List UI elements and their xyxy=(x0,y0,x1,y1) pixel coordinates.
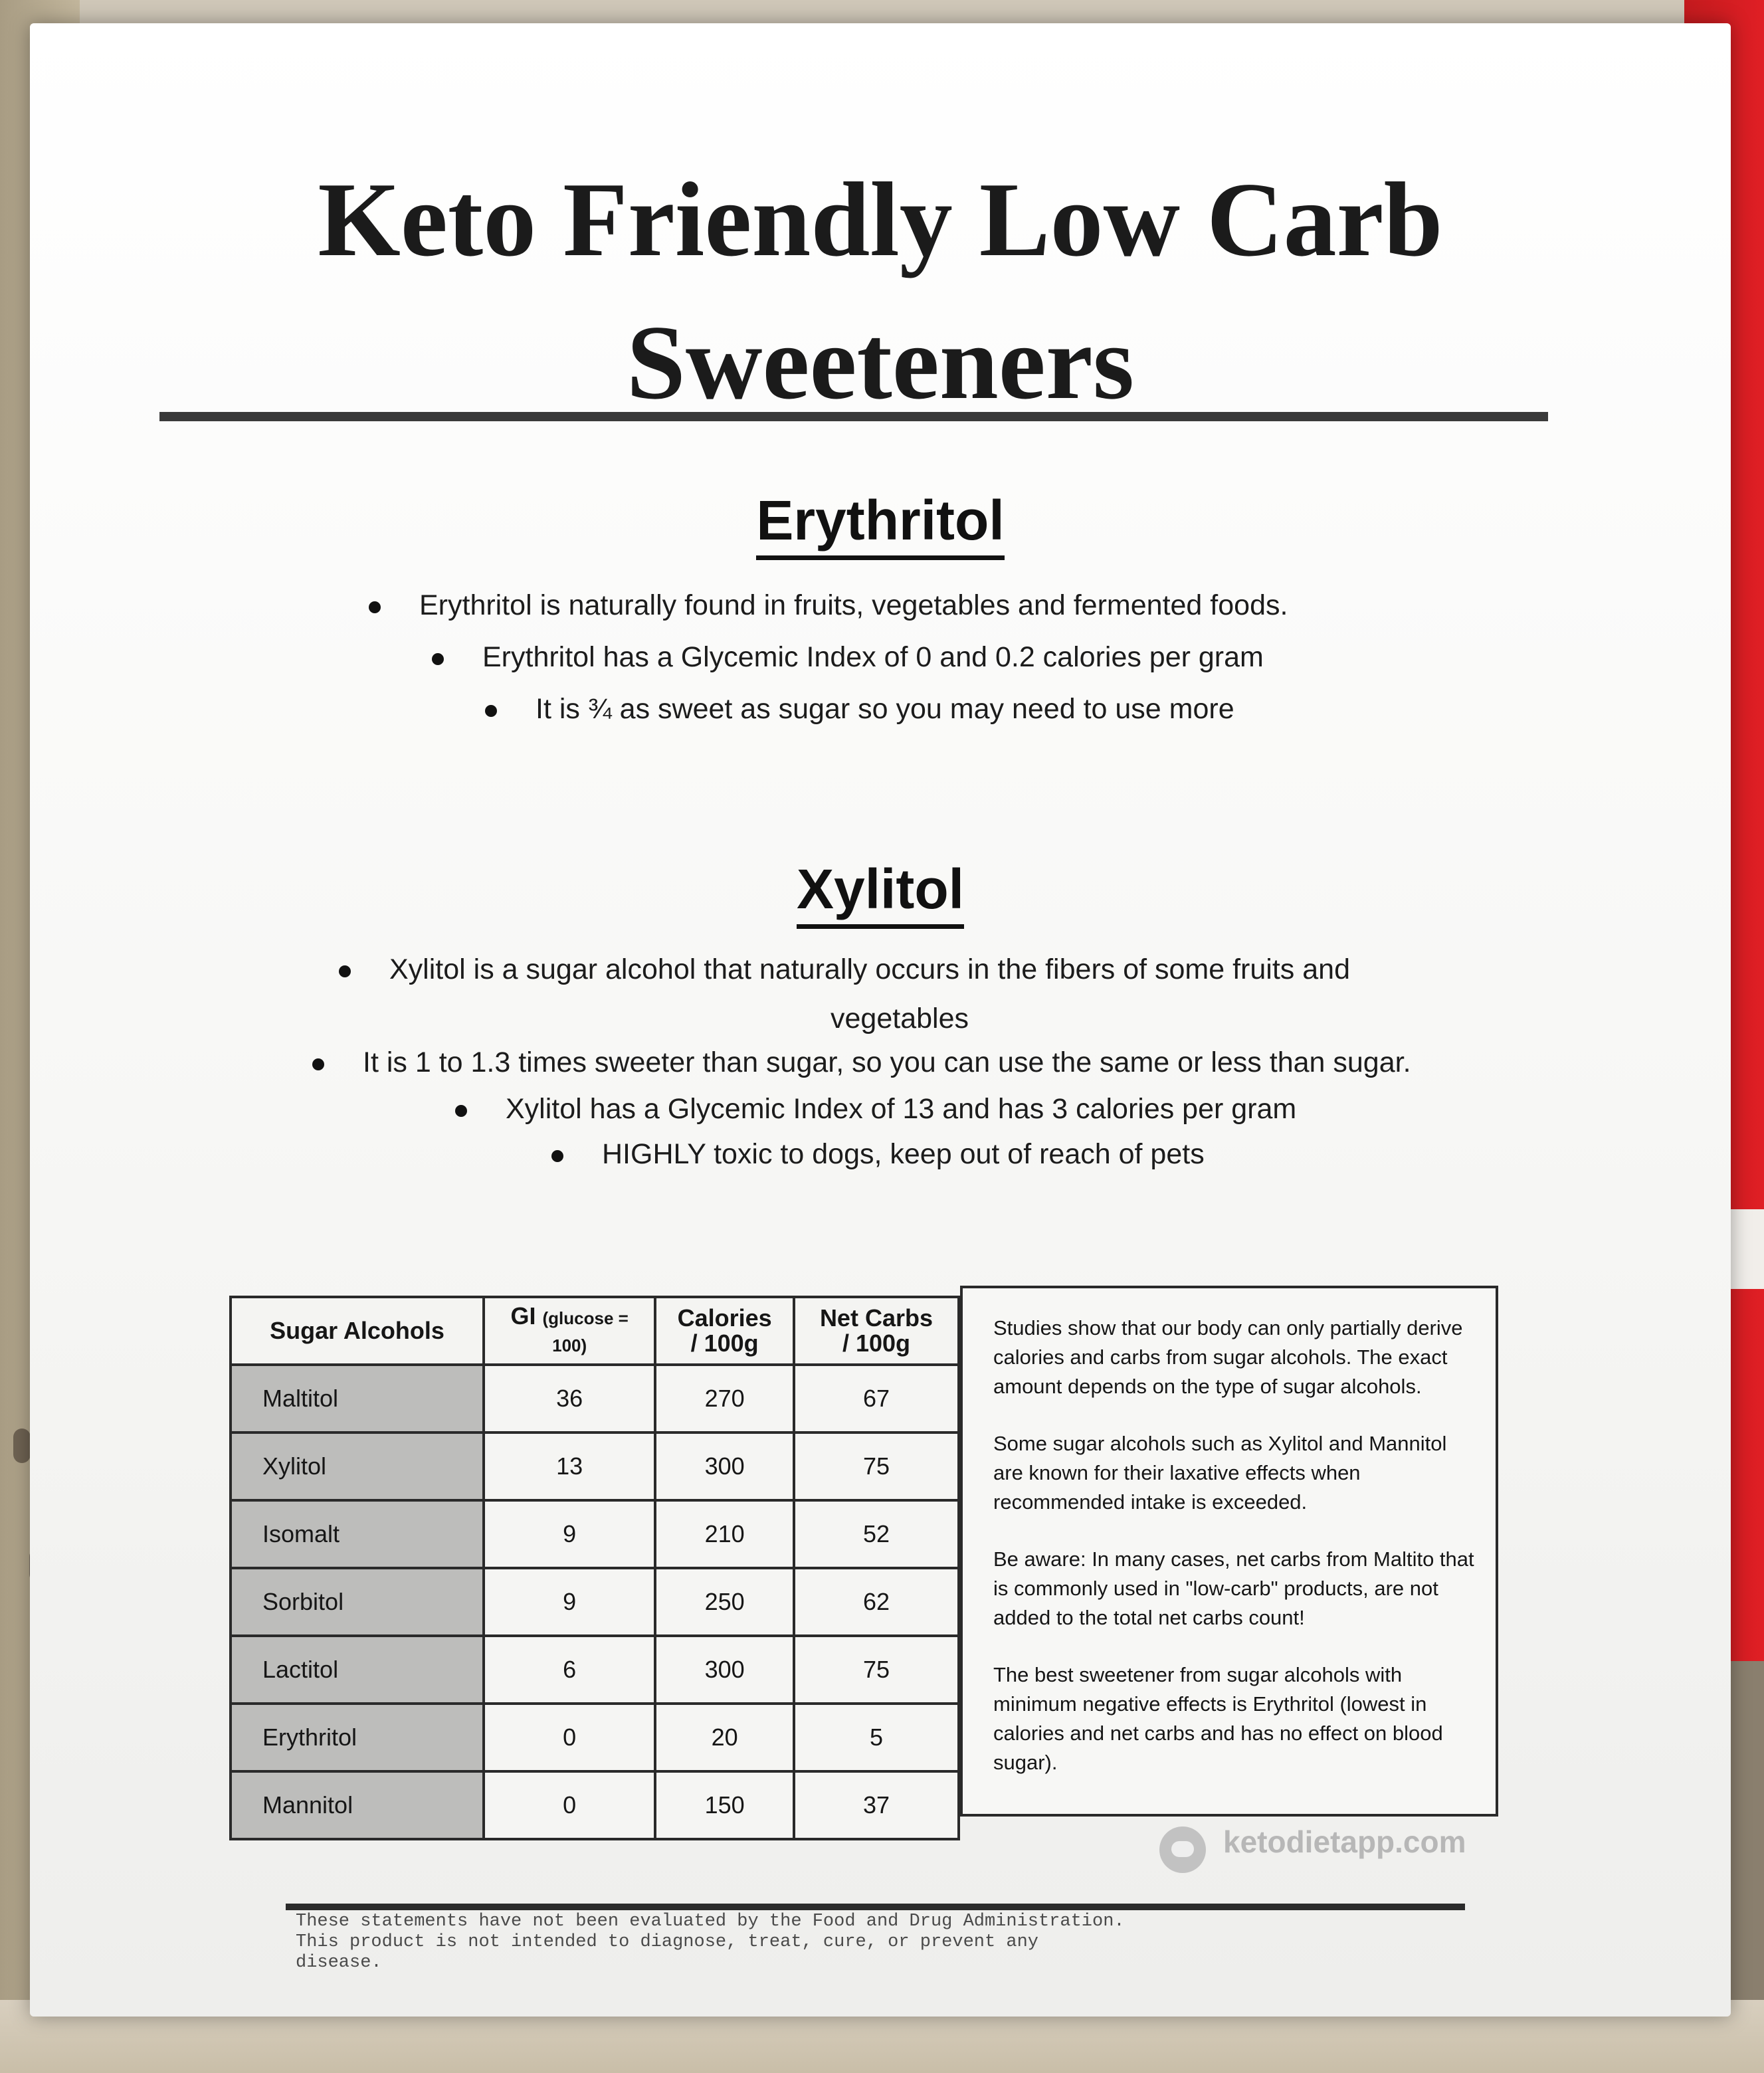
header-calories: Calories / 100g xyxy=(654,1296,795,1366)
sugar-alcohols-table: Sugar Alcohols GI (glucose = 100) Calori… xyxy=(229,1296,961,1840)
header-gi-note: (glucose = xyxy=(542,1308,629,1328)
bullet-text: vegetables xyxy=(831,1003,969,1035)
bullet-icon xyxy=(339,965,351,977)
cell-calories: 20 xyxy=(654,1702,795,1773)
header-calories-line1: Calories xyxy=(677,1304,772,1332)
bullet-icon xyxy=(369,601,381,613)
cell-name: Erythritol xyxy=(229,1702,485,1773)
cell-gi: 0 xyxy=(482,1702,657,1773)
cell-net-carbs: 67 xyxy=(792,1363,961,1434)
cell-name: Maltitol xyxy=(229,1363,485,1434)
bullet-text: Xylitol has a Glycemic Index of 13 and h… xyxy=(506,1093,1297,1125)
header-net-carbs-line2: / 100g xyxy=(842,1330,910,1357)
bullet-text: Erythritol has a Glycemic Index of 0 and… xyxy=(482,641,1264,673)
bullet-text: Erythritol is naturally found in fruits,… xyxy=(419,589,1288,621)
note-paragraph: Studies show that our body can only part… xyxy=(993,1316,1463,1398)
cell-name: Lactitol xyxy=(229,1634,485,1705)
table-row: Lactitol 6 300 75 xyxy=(229,1634,961,1705)
page-title-line1: Keto Friendly Low Carb xyxy=(318,160,1443,278)
note-paragraph: Some sugar alcohols such as Xylitol and … xyxy=(993,1432,1447,1514)
erythritol-bullet: It is ¾ as sweet as sugar so you may nee… xyxy=(485,693,1234,726)
cell-gi: 9 xyxy=(482,1499,657,1569)
table-row: Maltitol 36 270 67 xyxy=(229,1363,961,1434)
table-row: Isomalt 9 210 52 xyxy=(229,1499,961,1569)
cell-gi: 6 xyxy=(482,1634,657,1705)
bullet-icon xyxy=(551,1149,563,1162)
brand-name: ketodietapp.com xyxy=(1223,1825,1466,1859)
table-row: Xylitol 13 300 75 xyxy=(229,1431,961,1502)
cell-gi: 36 xyxy=(482,1363,657,1434)
header-gi-note-2: 100) xyxy=(552,1335,587,1355)
notes-box: Studies show that our body can only part… xyxy=(960,1286,1498,1817)
header-gi-main: GI xyxy=(510,1302,536,1330)
xylitol-bullet: It is 1 to 1.3 times sweeter than sugar,… xyxy=(312,1046,1411,1079)
table-row: Sorbitol 9 250 62 xyxy=(229,1567,961,1637)
cell-name: Xylitol xyxy=(229,1431,485,1502)
bullet-text: HIGHLY toxic to dogs, keep out of reach … xyxy=(602,1138,1205,1170)
page-title-line2: Sweeteners xyxy=(626,303,1135,421)
cell-net-carbs: 52 xyxy=(792,1499,961,1569)
note-paragraph: The best sweetener from sugar alcohols w… xyxy=(993,1663,1443,1774)
brand-logo-group: ketodietapp.com xyxy=(1159,1824,1505,1877)
table-row: Mannitol 0 150 37 xyxy=(229,1770,961,1840)
cell-net-carbs: 5 xyxy=(792,1702,961,1773)
cell-net-carbs: 75 xyxy=(792,1431,961,1502)
header-net-carbs-line1: Net Carbs xyxy=(819,1304,933,1332)
table-row: Erythritol 0 20 5 xyxy=(229,1702,961,1773)
erythritol-heading: Erythritol xyxy=(30,488,1731,560)
cell-net-carbs: 37 xyxy=(792,1770,961,1840)
header-gi: GI (glucose = 100) xyxy=(482,1296,657,1366)
erythritol-bullet: Erythritol is naturally found in fruits,… xyxy=(369,589,1288,622)
xylitol-heading: Xylitol xyxy=(30,857,1731,929)
header-sugar-alcohols: Sugar Alcohols xyxy=(229,1296,485,1366)
bullet-icon xyxy=(312,1058,324,1070)
bullet-text: Xylitol is a sugar alcohol that naturall… xyxy=(389,953,1350,985)
xylitol-bullet: Xylitol is a sugar alcohol that naturall… xyxy=(339,953,1350,986)
cell-name: Mannitol xyxy=(229,1770,485,1840)
erythritol-heading-text: Erythritol xyxy=(756,489,1005,560)
xylitol-bullet: HIGHLY toxic to dogs, keep out of reach … xyxy=(551,1138,1205,1171)
bullet-icon xyxy=(485,704,497,717)
bullet-icon xyxy=(455,1104,467,1117)
sign-sheet: Keto Friendly Low Carb Sweeteners Erythr… xyxy=(30,23,1731,2017)
header-calories-line2: / 100g xyxy=(690,1330,759,1357)
note-paragraph: Be aware: In many cases, net carbs from … xyxy=(993,1547,1474,1629)
cell-gi: 9 xyxy=(482,1567,657,1637)
xylitol-bullet: Xylitol has a Glycemic Index of 13 and h… xyxy=(455,1093,1296,1126)
cell-calories: 300 xyxy=(654,1431,795,1502)
cell-calories: 250 xyxy=(654,1567,795,1637)
pegboard-hole xyxy=(13,1429,31,1463)
title-divider xyxy=(159,412,1548,421)
fda-disclaimer: These statements have not been evaluated… xyxy=(296,1912,1125,1973)
cell-net-carbs: 75 xyxy=(792,1634,961,1705)
cell-name: Sorbitol xyxy=(229,1567,485,1637)
cell-net-carbs: 62 xyxy=(792,1567,961,1637)
sugar-alcohols-table-section: Sugar Alcohols GI (glucose = 100) Calori… xyxy=(229,1269,1505,1840)
bullet-text: It is ¾ as sweet as sugar so you may nee… xyxy=(536,693,1234,725)
cell-calories: 270 xyxy=(654,1363,795,1434)
background-shelf-top xyxy=(0,0,1764,27)
bullet-icon xyxy=(432,652,444,665)
header-net-carbs: Net Carbs / 100g xyxy=(792,1296,961,1366)
cell-calories: 150 xyxy=(654,1770,795,1840)
erythritol-bullet: Erythritol has a Glycemic Index of 0 and… xyxy=(432,641,1264,674)
bullet-text: It is 1 to 1.3 times sweeter than sugar,… xyxy=(363,1046,1411,1078)
brand-logo-icon xyxy=(1159,1826,1206,1873)
cell-gi: 0 xyxy=(482,1770,657,1840)
cell-name: Isomalt xyxy=(229,1499,485,1569)
xylitol-bullet-continuation: vegetables xyxy=(831,1003,969,1035)
table-header-row: Sugar Alcohols GI (glucose = 100) Calori… xyxy=(229,1296,961,1366)
footer-divider xyxy=(286,1904,1465,1910)
cell-gi: 13 xyxy=(482,1431,657,1502)
cell-calories: 210 xyxy=(654,1499,795,1569)
xylitol-heading-text: Xylitol xyxy=(796,858,965,929)
cell-calories: 300 xyxy=(654,1634,795,1705)
